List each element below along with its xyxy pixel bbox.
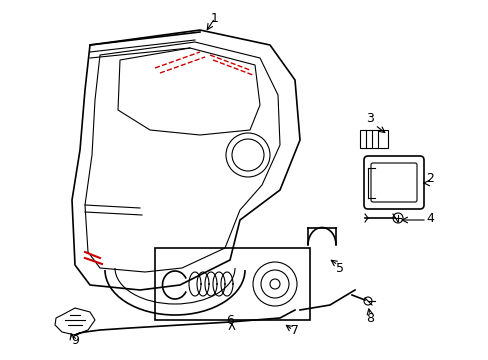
Text: 9: 9 (71, 333, 79, 346)
Text: 6: 6 (225, 314, 233, 327)
Text: 1: 1 (211, 12, 219, 24)
Bar (155, 248, 309, 320)
Text: 3: 3 (366, 112, 373, 125)
Text: 2: 2 (425, 171, 433, 185)
Text: 5: 5 (335, 261, 343, 274)
Bar (359, 130, 387, 148)
Text: 7: 7 (290, 324, 298, 337)
Text: 8: 8 (365, 311, 373, 324)
Text: 4: 4 (425, 212, 433, 225)
Circle shape (269, 279, 280, 289)
